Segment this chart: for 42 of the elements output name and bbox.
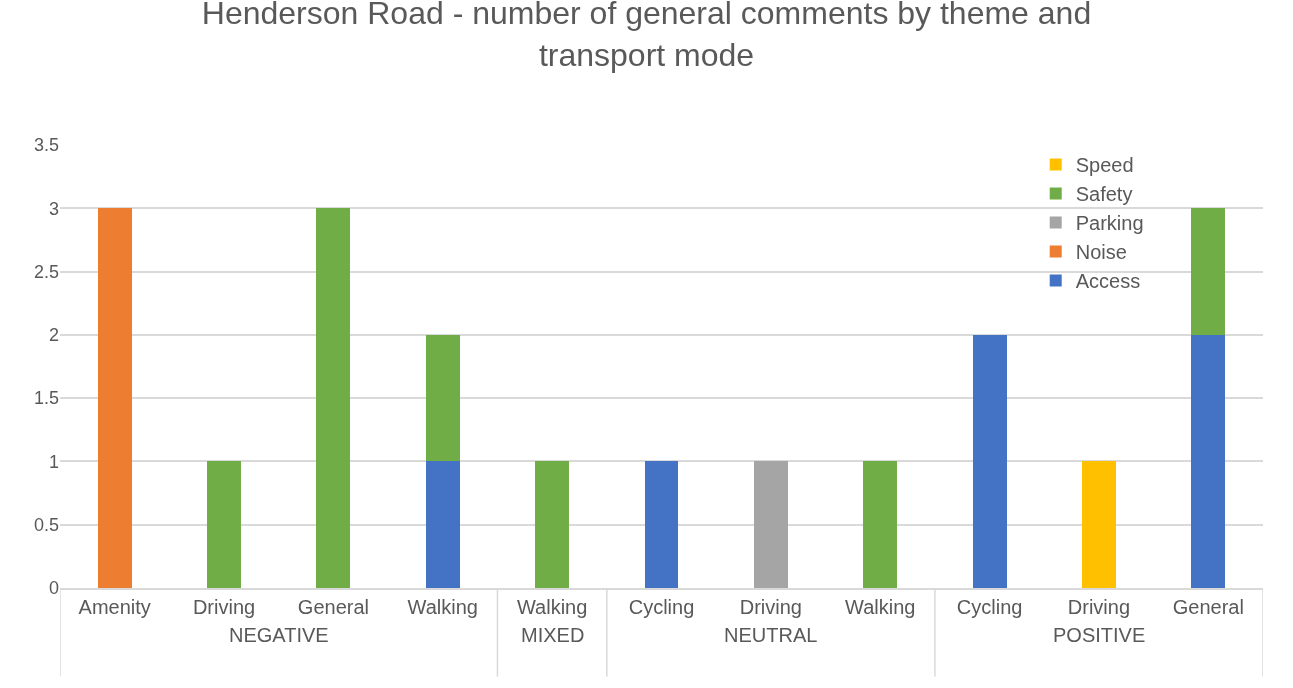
bar bbox=[316, 208, 351, 588]
y-tick-label: 0.5 bbox=[33, 515, 59, 536]
x-tick-label: Cycling bbox=[628, 595, 695, 618]
x-tick-label: Amenity bbox=[78, 595, 151, 618]
legend-label: Speed bbox=[1075, 154, 1134, 177]
x-tick-label: Driving bbox=[192, 595, 256, 618]
text: NEGATIVE bbox=[229, 624, 329, 646]
bar bbox=[425, 334, 460, 462]
x-tick-label: General bbox=[297, 595, 369, 618]
legend-label: Access bbox=[1075, 270, 1141, 293]
bar bbox=[644, 461, 679, 588]
y-tick-label: 1 bbox=[48, 451, 59, 472]
x-tick-label: Driving bbox=[739, 595, 802, 618]
legend-label: Noise bbox=[1075, 241, 1127, 264]
bar bbox=[1191, 208, 1226, 335]
bar bbox=[863, 461, 898, 588]
text: NEUTRAL bbox=[724, 624, 818, 646]
bar bbox=[207, 461, 241, 588]
bar bbox=[1191, 334, 1226, 588]
y-tick-label: 2.5 bbox=[33, 261, 59, 282]
y-tick-label: 2 bbox=[48, 325, 59, 346]
x-tick-label: Cycling bbox=[956, 595, 1023, 618]
bar bbox=[753, 461, 788, 588]
y-tick-label: 0 bbox=[48, 578, 59, 599]
text: POSITIVE bbox=[1053, 624, 1146, 646]
y-tick-label: 3.5 bbox=[33, 135, 59, 156]
chart-title: Henderson Road - number of general comments by theme and transport mode bbox=[201, 0, 1092, 73]
bar bbox=[97, 208, 132, 588]
bar bbox=[425, 461, 460, 588]
x-tick-label: General bbox=[1172, 595, 1244, 618]
y-tick-label: 3 bbox=[48, 198, 59, 219]
bar bbox=[1082, 461, 1116, 588]
bar bbox=[535, 461, 570, 588]
y-tick-label: 1.5 bbox=[33, 388, 59, 409]
x-tick-label: Walking bbox=[516, 595, 588, 618]
x-tick-label: Walking bbox=[845, 595, 916, 618]
legend-label: Safety bbox=[1075, 183, 1133, 206]
legend-label: Parking bbox=[1075, 212, 1144, 235]
x-tick-label: Driving bbox=[1067, 595, 1131, 618]
x-tick-label: Walking bbox=[407, 595, 478, 618]
text: MIXED bbox=[521, 624, 585, 646]
bar bbox=[972, 334, 1007, 588]
